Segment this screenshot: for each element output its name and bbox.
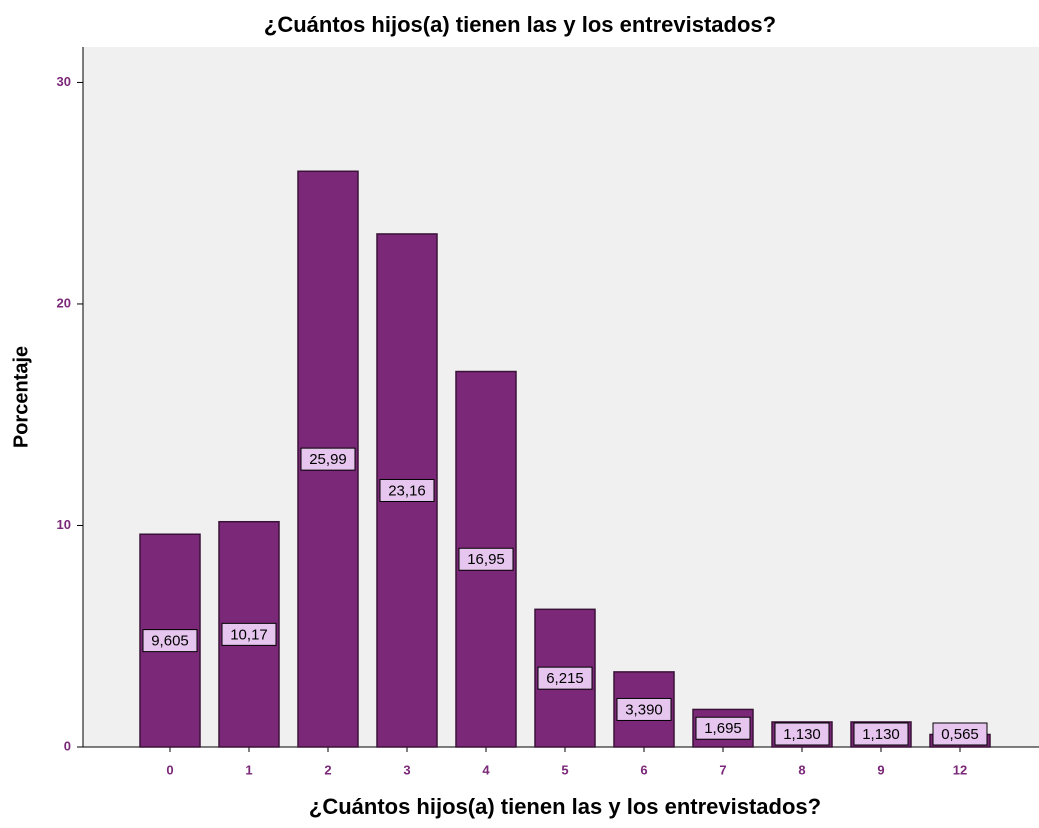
value-label: 9,605 <box>151 633 189 650</box>
y-tick-label: 30 <box>57 74 71 89</box>
x-tick-label: 2 <box>324 762 331 777</box>
value-label: 6,215 <box>546 670 584 687</box>
x-tick-label: 5 <box>561 762 568 777</box>
value-label: 0,565 <box>941 726 979 743</box>
x-tick-label: 0 <box>166 762 173 777</box>
x-tick-label: 1 <box>245 762 252 777</box>
y-axis-title: Porcentaje <box>10 346 32 448</box>
value-label-box <box>616 697 672 721</box>
value-label-box <box>379 478 435 502</box>
y-tick-label: 10 <box>57 517 71 532</box>
value-label: 23,16 <box>388 482 426 499</box>
value-label: 10,17 <box>230 626 268 643</box>
x-tick-label: 9 <box>877 762 884 777</box>
x-tick-label: 4 <box>482 762 490 777</box>
y-tick-label: 20 <box>57 295 71 310</box>
x-tick-label: 6 <box>640 762 647 777</box>
x-axis-title: ¿Cuántos hijos(a) tienen las y los entre… <box>309 794 821 819</box>
value-label-box <box>853 722 909 746</box>
value-label: 1,130 <box>862 726 900 743</box>
value-label-box <box>932 722 988 746</box>
value-label: 1,695 <box>704 720 742 737</box>
value-label: 3,390 <box>625 701 663 718</box>
value-label: 16,95 <box>467 551 505 568</box>
x-tick-label: 7 <box>719 762 726 777</box>
value-label: 1,130 <box>783 726 821 743</box>
x-tick-label: 8 <box>798 762 805 777</box>
value-label-box <box>458 547 514 571</box>
value-label-box <box>774 722 830 746</box>
value-label-box <box>142 629 198 653</box>
value-label: 25,99 <box>309 451 347 468</box>
value-label-box <box>537 666 593 690</box>
x-tick-label: 12 <box>953 762 967 777</box>
x-tick-label: 3 <box>403 762 410 777</box>
value-label-box <box>695 716 751 740</box>
y-tick-label: 0 <box>64 738 71 753</box>
value-label-box <box>221 622 277 646</box>
chart-title: ¿Cuántos hijos(a) tienen las y los entre… <box>264 12 776 37</box>
value-label-box <box>300 447 356 471</box>
